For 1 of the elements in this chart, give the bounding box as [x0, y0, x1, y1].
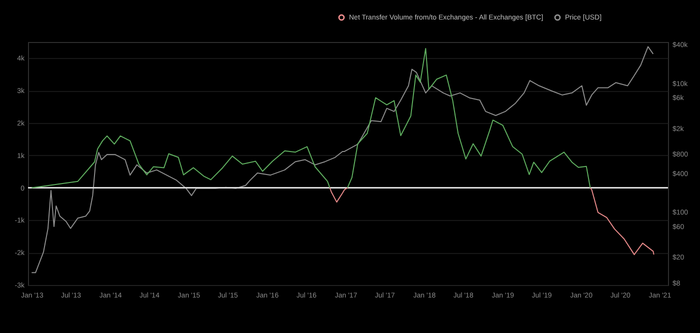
line-series [31, 46, 654, 274]
